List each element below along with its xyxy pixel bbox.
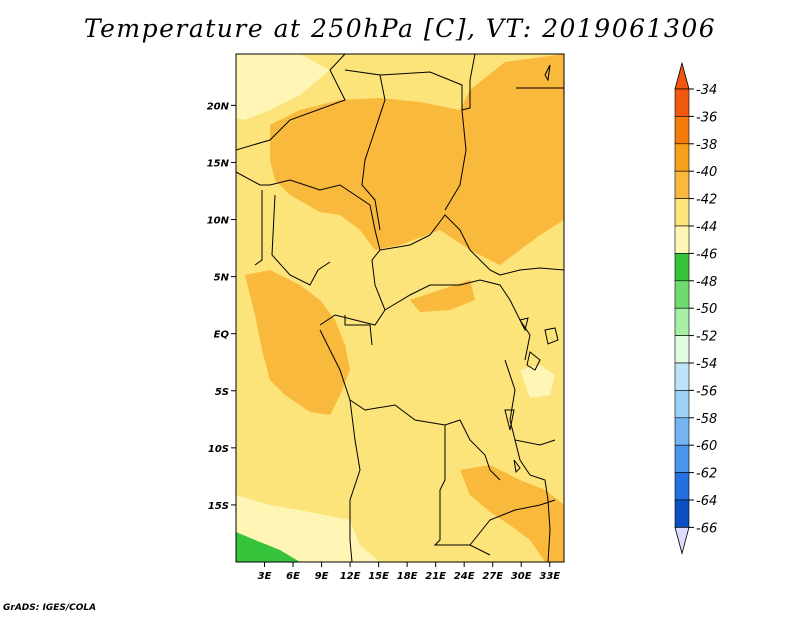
colorbar-swatch — [674, 280, 690, 309]
colorbar-swatch — [674, 307, 690, 336]
colorbar-label: -34 — [696, 83, 717, 98]
field-region-west-coast — [245, 270, 350, 415]
longitude-axis: 3E 6E 9E 12E 15E 18E 21E 24E 27E 30E 33E — [258, 562, 560, 582]
colorbar-label: -64 — [696, 494, 717, 509]
colorbar-swatch — [674, 499, 690, 528]
lakes — [504, 64, 559, 474]
colorbar-swatch — [674, 444, 690, 473]
colorbar-label: -46 — [696, 247, 717, 262]
colorbar-label: -58 — [696, 412, 717, 427]
colorbar-bottom-arrow — [674, 527, 690, 555]
colorbar-swatch — [674, 116, 690, 145]
colorbar-label: -40 — [696, 165, 717, 180]
colorbar-swatch — [674, 170, 690, 199]
lat-tick-label: 5S — [215, 387, 229, 398]
field-region-green — [236, 532, 300, 562]
lon-tick-label: 24E — [454, 571, 475, 582]
colorbar-label: -56 — [696, 384, 717, 399]
lon-tick-label: 15E — [368, 571, 389, 582]
lon-tick-label: 21E — [425, 571, 446, 582]
colorbar-top-arrow — [674, 61, 690, 90]
colorbar-label: -66 — [696, 521, 717, 536]
colorbar-swatch — [674, 390, 690, 419]
grads-credit: GrADS: IGES/COLA — [3, 603, 97, 613]
lat-tick-label: 15N — [207, 158, 230, 169]
latitude-axis: 20N 15N 10N 5N EQ 5S 10S 15S — [207, 101, 236, 512]
lon-tick-label: 33E — [539, 571, 560, 582]
colorbar-swatch — [674, 143, 690, 172]
colorbar-swatch — [674, 253, 690, 282]
colorbar-swatch — [674, 198, 690, 227]
lat-tick-label: 10N — [207, 216, 230, 227]
colorbar-label: -54 — [696, 357, 717, 372]
colorbar-swatch — [674, 88, 690, 117]
colorbar-label: -60 — [696, 439, 717, 454]
colorbar-swatch — [674, 472, 690, 501]
field-region-center — [410, 280, 475, 312]
field-region-southeast — [460, 465, 564, 562]
colorbar-swatch — [674, 335, 690, 364]
lon-tick-label: 27E — [482, 571, 503, 582]
lat-tick-label: EQ — [214, 330, 230, 341]
lon-tick-label: 6E — [286, 571, 300, 582]
colorbar-label: -62 — [696, 467, 717, 482]
field-region-northwest-light — [236, 54, 330, 120]
lon-tick-label: 12E — [340, 571, 361, 582]
colorbar-label: -50 — [696, 302, 717, 317]
map-field — [236, 54, 564, 562]
colorbar-label: -52 — [696, 330, 717, 345]
field-region-east-light — [520, 365, 555, 398]
lat-tick-label: 20N — [207, 101, 230, 112]
colorbar-label: -38 — [696, 138, 717, 153]
map-title: Temperature at 250hPa [C], VT: 201906130… — [83, 14, 717, 43]
lon-tick-label: 18E — [397, 571, 418, 582]
lon-tick-label: 9E — [315, 571, 329, 582]
lat-tick-label: 15S — [208, 501, 229, 512]
lon-tick-label: 30E — [511, 571, 532, 582]
colorbar-label: -44 — [696, 220, 717, 235]
colorbar: -34 -36 -38 -40 -42 -44 -46 -48 -50 -52 -54 -56 -58 -… — [674, 61, 717, 555]
colorbar-label: -42 — [696, 193, 717, 208]
colorbar-swatch — [674, 362, 690, 391]
colorbar-swatch — [674, 225, 690, 254]
lat-tick-label: 5N — [214, 273, 230, 284]
field-region-north — [270, 54, 564, 265]
map-frame — [235, 53, 565, 563]
lon-tick-label: 3E — [258, 571, 272, 582]
lat-tick-label: 10S — [208, 444, 229, 455]
colorbar-swatch — [674, 417, 690, 446]
country-borders — [236, 54, 564, 562]
colorbar-label: -36 — [696, 110, 717, 125]
field-region-southwest-light — [236, 495, 380, 562]
colorbar-label: -48 — [696, 275, 717, 290]
